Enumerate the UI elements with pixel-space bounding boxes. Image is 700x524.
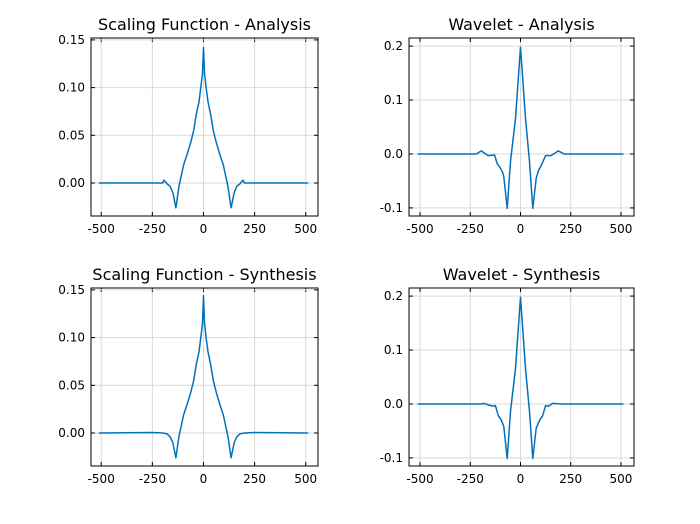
subplot-title: Scaling Function - Synthesis [92,265,316,284]
y-tick-label: 0.05 [58,378,85,392]
series-line [98,46,309,209]
x-tick-label: 0 [517,222,525,236]
x-tick-label: 250 [559,222,582,236]
y-tick-label: 0.15 [58,33,85,47]
x-tick-label: -250 [457,222,484,236]
x-tick-label: 0 [200,472,208,486]
subplot-3: -500 -250 0 250 500 0.00 0.05 0.10 0.15 Scaling F… [58,265,319,486]
axes-frame [90,287,319,467]
subplot-title: Wavelet - Analysis [448,15,594,34]
y-tick-label: 0.10 [58,81,85,95]
axes-frame [408,37,635,217]
x-tick-label: -250 [457,472,484,486]
x-tick-label: -500 [88,222,115,236]
x-tick-label: 500 [609,222,632,236]
axes-frame [90,37,319,217]
subplot-1: -500 -250 0 250 500 0.00 0.05 0.10 0.15 Scaling F… [58,15,319,236]
y-tick-label: 0.0 [384,397,403,411]
x-tick-label: 0 [200,222,208,236]
y-tick-label: 0.05 [58,128,85,142]
x-tick-label: 500 [294,222,317,236]
y-tick-label: -0.1 [380,451,403,465]
subplot-4: -500 -250 0 250 500 -0.1 0.0 0.1 0.2 Wavelet - Sy… [380,265,635,486]
x-tick-label: 250 [559,472,582,486]
series-line [417,296,624,460]
x-tick-label: -500 [406,222,433,236]
x-tick-label: -250 [139,472,166,486]
y-tick-label: 0.1 [384,343,403,357]
subplot-title: Scaling Function - Analysis [98,15,311,34]
y-tick-label: 0.00 [58,426,85,440]
y-tick-label: 0.2 [384,289,403,303]
y-tick-label: 0.2 [384,39,403,53]
x-tick-label: 250 [243,222,266,236]
y-tick-label: 0.10 [58,331,85,345]
x-tick-label: -500 [406,472,433,486]
series-line [417,46,624,210]
x-tick-label: -500 [88,472,115,486]
axes-frame [408,287,635,467]
x-tick-label: -250 [139,222,166,236]
x-tick-label: 250 [243,472,266,486]
subplot-2: -500 -250 0 250 500 -0.1 0.0 0.1 0.2 Wavelet - An… [380,15,635,236]
y-tick-label: 0.00 [58,176,85,190]
series-line [98,294,309,459]
x-tick-label: 500 [294,472,317,486]
y-tick-label: 0.0 [384,147,403,161]
y-tick-label: -0.1 [380,201,403,215]
subplot-title: Wavelet - Synthesis [443,265,601,284]
x-tick-label: 0 [517,472,525,486]
y-tick-label: 0.1 [384,93,403,107]
y-tick-label: 0.15 [58,283,85,297]
x-tick-label: 500 [609,472,632,486]
